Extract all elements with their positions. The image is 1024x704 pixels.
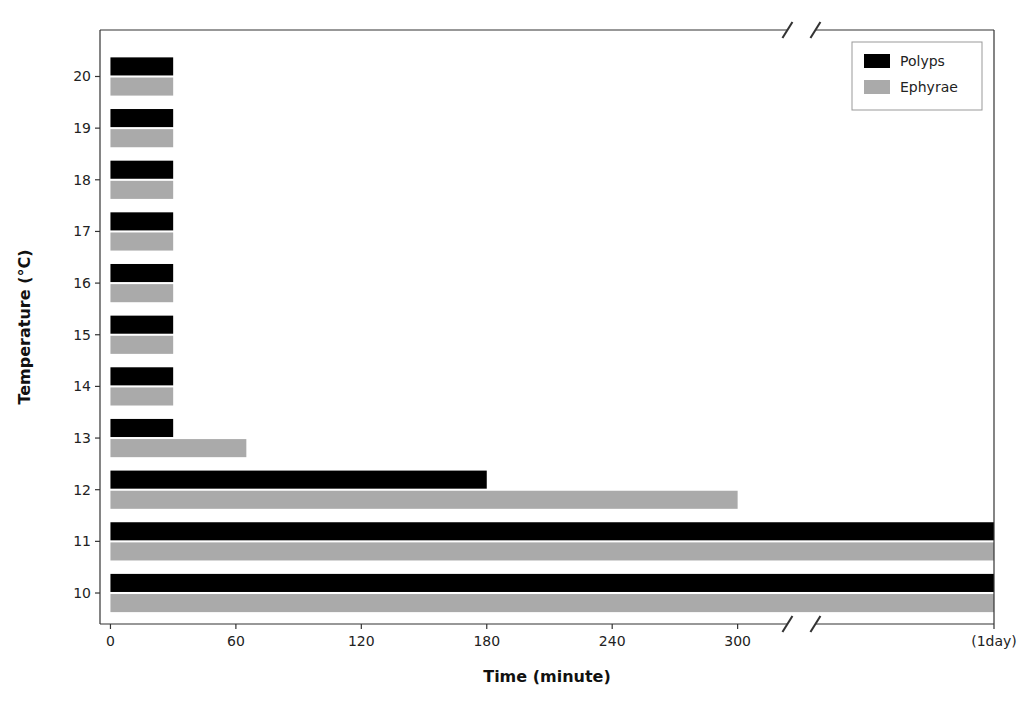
y-axis-label: Temperature (°C) [15,249,34,404]
x-tick-label: 180 [473,633,500,649]
bar [110,57,173,75]
y-tick-label: 11 [73,533,91,549]
y-tick [95,76,100,77]
chart-svg: 0 60 120 180 240 300 (1day) 10 11 12 13 14 15 16 17 18 1… [0,0,1024,704]
legend-swatch [864,80,890,94]
y-tick [95,489,100,490]
frame-right [993,30,994,624]
y-tick-label: 12 [73,482,91,498]
y-tick-label: 18 [73,172,91,188]
y-tick [95,437,100,438]
bar [110,491,737,509]
y-tick-label: 19 [73,120,91,136]
x-tick [737,624,738,629]
y-tick [95,231,100,232]
x-tick [110,624,111,629]
x-axis-line [100,623,787,624]
bar [110,542,994,560]
bar [110,367,173,385]
chart-container: 0 60 120 180 240 300 (1day) 10 11 12 13 14 15 16 17 18 1… [0,0,1024,704]
x-axis-line [815,623,994,624]
y-tick-label: 14 [73,378,91,394]
bar [110,181,173,199]
y-tick [95,386,100,387]
bar [110,471,486,489]
bar [110,439,246,457]
x-tick-label: 300 [724,633,751,649]
bar [110,161,173,179]
y-tick [95,541,100,542]
bar [110,594,994,612]
bar [110,264,173,282]
bar [110,212,173,230]
bar [110,129,173,147]
x-axis-label: Time (minute) [483,667,611,686]
bars [110,57,994,612]
frame-top [815,29,994,30]
y-tick-label: 17 [73,223,91,239]
legend-swatch [864,54,890,68]
x-tick-label: 60 [227,633,245,649]
axis-break-mark [782,22,792,38]
y-tick [95,592,100,593]
legend-box [852,42,982,110]
bar [110,387,173,405]
x-tick-label: 120 [348,633,375,649]
bar [110,109,173,127]
y-tick-label: 10 [73,585,91,601]
x-tick [361,624,362,629]
y-tick-label: 15 [73,327,91,343]
x-tick [486,624,487,629]
y-tick [95,128,100,129]
y-axis-line [99,30,100,624]
y-tick [95,334,100,335]
axis-break-mark [810,22,820,38]
x-tick-label: 0 [106,633,115,649]
bar [110,284,173,302]
bar [110,419,173,437]
x-tick-label: 240 [599,633,626,649]
y-tick-label: 16 [73,275,91,291]
y-tick-label: 20 [73,68,91,84]
bar [110,232,173,250]
frame-top [100,29,787,30]
axes: 0 60 120 180 240 300 (1day) 10 11 12 13 14 15 16 17 18 1… [73,22,1017,649]
bar [110,78,173,96]
x-tick [235,624,236,629]
y-tick [95,179,100,180]
bar [110,574,994,592]
legend-label: Ephyrae [900,79,958,95]
legend-label: Polyps [900,53,945,69]
y-tick-label: 13 [73,430,91,446]
axis-break-mark [782,616,792,632]
bar [110,522,994,540]
x-tick [993,624,994,629]
x-tick-label: (1day) [971,633,1017,649]
bar [110,316,173,334]
bar [110,336,173,354]
x-tick [612,624,613,629]
y-tick [95,282,100,283]
axis-break-mark [810,616,820,632]
legend: Polyps Ephyrae [852,42,982,110]
